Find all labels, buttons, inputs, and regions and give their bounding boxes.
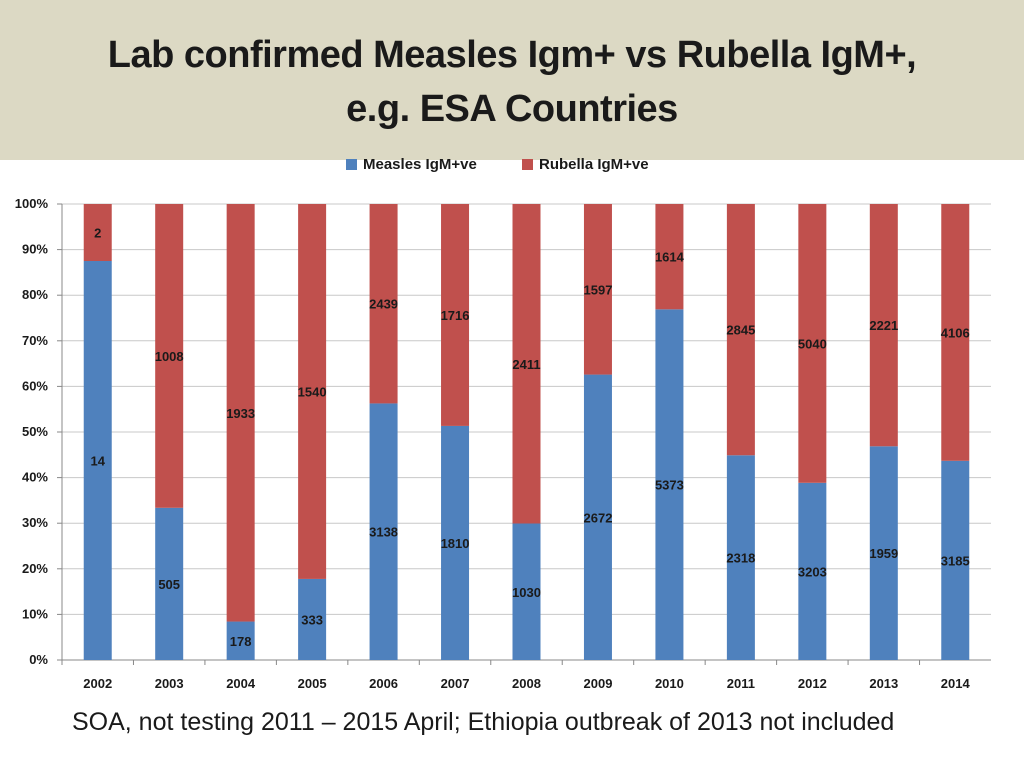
data-label-rubella: 5040: [798, 336, 827, 351]
data-label-rubella: 2221: [869, 318, 898, 333]
bar-measles-2004: [226, 621, 255, 660]
y-tick-label: 50%: [22, 424, 48, 439]
data-label-measles: 333: [301, 612, 323, 627]
x-tick-label: 2009: [584, 676, 613, 691]
data-label-rubella: 4106: [941, 325, 970, 340]
bar-rubella-2012: [798, 204, 827, 483]
title-band: [0, 0, 1024, 160]
data-label-measles: 1959: [869, 546, 898, 561]
y-tick-label: 10%: [22, 606, 48, 621]
legend-measles-label: Measles IgM+ve: [363, 156, 477, 173]
page-title-line-1: Lab confirmed Measles Igm+ vs Rubella Ig…: [107, 34, 917, 76]
data-label-rubella: 2: [94, 226, 101, 241]
bar-rubella-2002: [83, 204, 112, 261]
data-label-rubella: 1008: [155, 349, 184, 364]
bar-rubella-2013: [869, 204, 898, 447]
data-label-measles: 1810: [441, 536, 470, 551]
bar-measles-2007: [441, 425, 470, 660]
bar-measles-2014: [941, 460, 970, 660]
bar-measles-2011: [726, 455, 755, 660]
footnote: SOA, not testing 2011 – 2015 April; Ethi…: [72, 708, 895, 736]
data-label-measles: 3185: [941, 553, 970, 568]
bar-measles-2010: [655, 309, 684, 660]
bar-rubella-2014: [941, 204, 970, 461]
x-tick-label: 2012: [798, 676, 827, 691]
x-tick-label: 2010: [655, 676, 684, 691]
page-title-line-2: e.g. ESA Countries: [346, 88, 678, 130]
y-tick-label: 70%: [22, 333, 48, 348]
x-tick-label: 2006: [369, 676, 398, 691]
bar-rubella-2006: [369, 204, 398, 404]
data-label-measles: 5373: [655, 478, 684, 493]
bar-rubella-2010: [655, 204, 684, 310]
bar-measles-2012: [798, 482, 827, 660]
data-label-rubella: 2411: [512, 357, 540, 372]
data-label-measles: 1030: [512, 585, 541, 600]
bar-rubella-2008: [512, 204, 541, 524]
data-label-rubella: 1614: [655, 250, 685, 265]
x-tick-label: 2007: [441, 676, 470, 691]
bar-measles-2002: [83, 261, 112, 660]
y-tick-label: 40%: [22, 470, 48, 485]
bar-measles-2005: [298, 578, 327, 660]
data-label-rubella: 1933: [226, 406, 255, 421]
data-label-rubella: 2439: [369, 297, 398, 312]
legend-rubella-label: Rubella IgM+ve: [539, 156, 649, 173]
stacked-bar-chart: 0% 10% 20% 30% 40% 50% 60% 70% 80% 90% 100% 2002 14 2…: [15, 156, 991, 691]
x-tick-label: 2011: [727, 676, 755, 691]
data-label-measles: 14: [90, 454, 105, 469]
data-label-measles: 505: [158, 577, 180, 592]
bar-measles-2006: [369, 403, 398, 660]
data-label-measles: 3203: [798, 564, 827, 579]
data-label-measles: 2318: [726, 551, 755, 566]
bar-rubella-2004: [226, 204, 255, 622]
bar-measles-2008: [512, 523, 541, 660]
y-tick-label: 80%: [22, 287, 48, 302]
data-label-rubella: 1597: [584, 282, 613, 297]
data-label-rubella: 1716: [441, 308, 470, 323]
y-tick-label: 90%: [22, 242, 48, 257]
bar-rubella-2009: [583, 204, 612, 375]
y-tick-label: 20%: [22, 561, 48, 576]
bar-rubella-2007: [441, 204, 470, 426]
x-tick-label: 2008: [512, 676, 541, 691]
bar-rubella-2005: [298, 204, 327, 579]
data-label-measles: 3138: [369, 525, 398, 540]
y-tick-label: 0%: [29, 652, 48, 667]
data-label-measles: 178: [230, 634, 252, 649]
data-label-rubella: 2845: [726, 323, 755, 338]
x-tick-label: 2002: [83, 676, 112, 691]
x-tick-label: 2004: [226, 676, 256, 691]
x-tick-label: 2014: [941, 676, 971, 691]
bar-measles-2009: [583, 374, 612, 660]
x-tick-label: 2013: [869, 676, 898, 691]
x-tick-label: 2003: [155, 676, 184, 691]
x-tick-label: 2005: [298, 676, 327, 691]
bar-rubella-2003: [155, 204, 184, 508]
legend-rubella-swatch: [522, 159, 533, 170]
bar-measles-2013: [869, 446, 898, 660]
bar-rubella-2011: [726, 204, 755, 456]
y-tick-label: 60%: [22, 378, 48, 393]
data-label-measles: 2672: [584, 510, 613, 525]
y-tick-label: 100%: [15, 196, 49, 211]
bar-measles-2003: [155, 507, 184, 660]
legend-measles-swatch: [346, 159, 357, 170]
data-label-rubella: 1540: [298, 384, 327, 399]
y-tick-label: 30%: [22, 515, 48, 530]
